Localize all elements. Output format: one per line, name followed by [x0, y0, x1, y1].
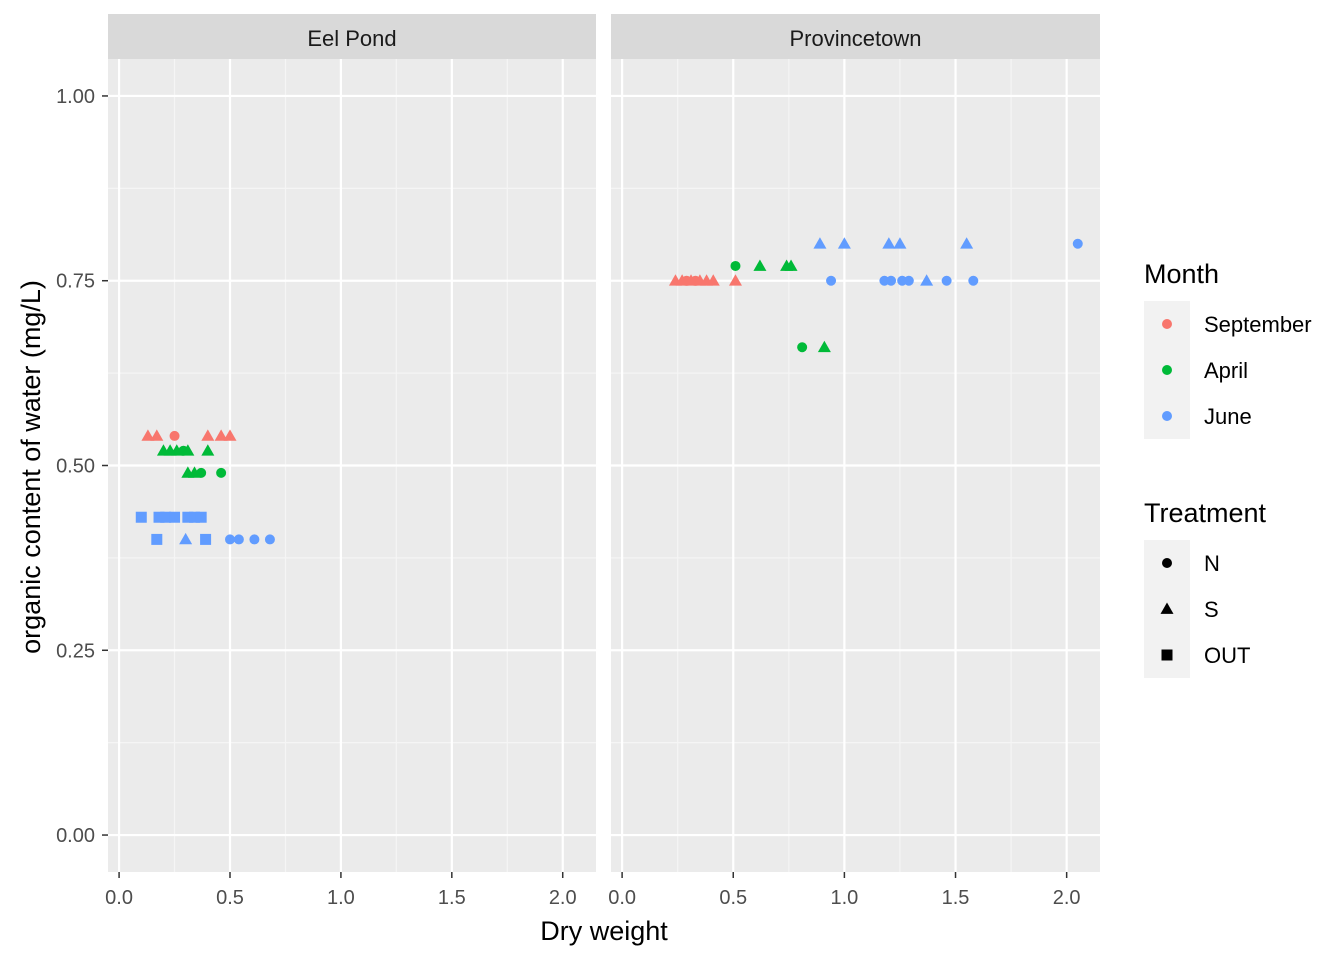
legend-key-symbol	[1161, 649, 1173, 661]
data-point	[826, 275, 837, 286]
data-point	[941, 275, 952, 286]
legend-label: April	[1204, 358, 1248, 383]
data-point	[728, 274, 742, 286]
data-point	[837, 237, 851, 249]
facet-strip-label: Provincetown	[789, 26, 921, 51]
y-axis: 0.00 0.25 0.50 0.75 1.00	[56, 86, 108, 847]
data-point	[1072, 238, 1083, 249]
facet-panel-1: Eel Pond 0.0 0.5 1.0 1.5 2.0	[105, 14, 596, 909]
data-point	[706, 274, 720, 286]
data-point	[135, 511, 147, 523]
data-point	[160, 511, 172, 523]
y-tick-label: 0.00	[56, 825, 95, 847]
data-point	[216, 467, 227, 478]
legend-key-symbol	[1160, 602, 1174, 614]
data-point	[249, 534, 260, 545]
facet-strip-label: Eel Pond	[307, 26, 396, 51]
legend-key-symbol	[1162, 558, 1172, 568]
legend-label: OUT	[1204, 643, 1250, 668]
y-tick-label: 1.00	[56, 86, 95, 108]
y-tick-label: 0.25	[56, 640, 95, 662]
data-point	[150, 429, 164, 441]
data-point	[196, 467, 207, 478]
data-points	[668, 237, 1083, 353]
data-point	[169, 430, 180, 441]
data-point	[182, 511, 194, 523]
data-point	[753, 259, 767, 271]
legends: Month September April June Treatment NS OUT	[1144, 259, 1312, 678]
data-points	[135, 429, 275, 545]
data-point	[968, 275, 979, 286]
data-point	[169, 511, 181, 523]
data-point	[886, 275, 897, 286]
legend-label: N	[1204, 551, 1220, 576]
legend-key-symbol	[1162, 365, 1172, 375]
legend-title: Treatment	[1144, 498, 1267, 528]
data-point	[201, 429, 215, 441]
data-point	[903, 275, 914, 286]
x-tick-label: 1.0	[327, 887, 355, 909]
legend-label: June	[1204, 404, 1252, 429]
data-point	[730, 260, 741, 271]
x-tick-label: 0.5	[216, 887, 244, 909]
x-tick-label: 1.5	[942, 887, 970, 909]
legend-label: September	[1204, 312, 1312, 337]
data-point	[817, 340, 831, 353]
x-tick-label: 1.5	[438, 887, 466, 909]
data-point	[223, 429, 237, 441]
x-tick-label: 0.0	[105, 887, 133, 909]
y-axis-title: organic content of water (mg/L)	[16, 280, 46, 654]
data-point	[179, 532, 193, 545]
y-tick-label: 0.75	[56, 271, 95, 293]
data-point	[920, 274, 934, 286]
data-point	[141, 429, 155, 441]
y-tick-label: 0.50	[56, 456, 95, 478]
legend-key-symbol	[1162, 319, 1172, 329]
facet-strip	[108, 14, 596, 59]
data-point	[201, 444, 215, 456]
data-point	[233, 534, 244, 545]
legend-key-symbol	[1162, 411, 1172, 421]
data-point	[195, 511, 207, 523]
x-axis-title: Dry weight	[540, 916, 668, 946]
data-point	[264, 534, 275, 545]
facet-strip	[611, 14, 1100, 59]
x-tick-label: 2.0	[1053, 887, 1081, 909]
data-point	[189, 511, 201, 523]
x-tick-label: 0.0	[608, 887, 636, 909]
facet-panel-2: Provincetown 0.0 0.5 1.0 1.5 2.0	[608, 14, 1100, 909]
x-tick-label: 2.0	[549, 887, 577, 909]
data-point	[893, 237, 907, 249]
treatment-legend: Treatment NS OUT	[1144, 498, 1267, 678]
month-legend: Month September April June	[1144, 259, 1312, 439]
x-tick-label: 1.0	[830, 887, 858, 909]
data-point	[784, 259, 798, 271]
legend-title: Month	[1144, 259, 1219, 289]
data-point	[153, 511, 165, 523]
data-point	[214, 429, 228, 441]
data-point	[813, 237, 827, 249]
x-tick-label: 0.5	[719, 887, 747, 909]
facet-panels: Eel Pond 0.0 0.5 1.0 1.5 2.0 Provincetown 0.0 0.…	[105, 14, 1100, 909]
data-point	[882, 237, 896, 249]
data-point	[181, 444, 195, 456]
data-point	[200, 533, 212, 545]
data-point	[225, 534, 235, 545]
legend-label: S	[1204, 597, 1219, 622]
data-point	[151, 533, 163, 545]
data-point	[797, 342, 808, 353]
data-point	[960, 237, 974, 249]
